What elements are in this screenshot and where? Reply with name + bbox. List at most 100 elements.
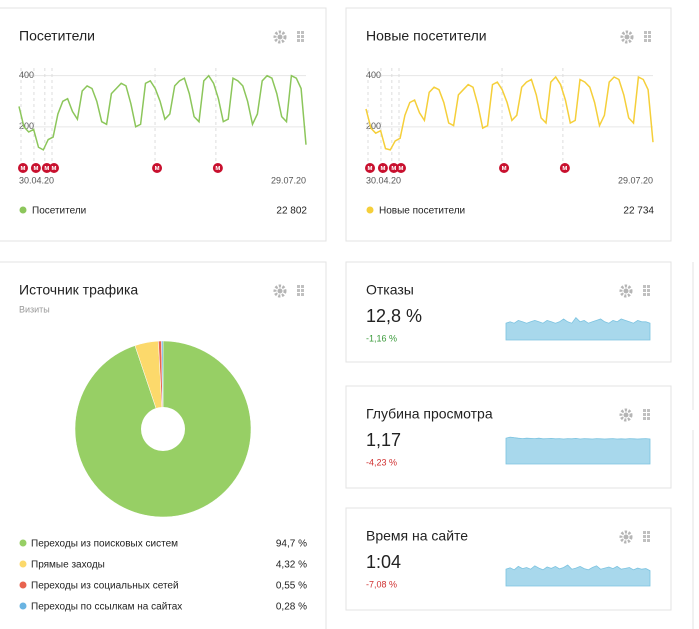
pie-hole bbox=[141, 407, 185, 451]
annotation-marker-label: м bbox=[20, 165, 25, 172]
settings-icon[interactable] bbox=[619, 408, 633, 422]
settings-icon-core bbox=[623, 412, 629, 418]
legend-value: 0,28 % bbox=[276, 602, 307, 613]
legend-label: Новые посетители bbox=[379, 206, 465, 217]
drag-handle[interactable] bbox=[297, 31, 300, 34]
drag-handle[interactable] bbox=[647, 413, 650, 416]
drag-handle[interactable] bbox=[301, 39, 304, 42]
annotation-marker[interactable] bbox=[377, 163, 388, 173]
drag-handle[interactable] bbox=[301, 289, 304, 292]
annotation-marker-label: м bbox=[501, 165, 506, 172]
widget-card bbox=[345, 261, 672, 363]
legend-value: 94,7 % bbox=[276, 539, 307, 550]
line-series bbox=[18, 74, 307, 151]
widget-title: Посетители bbox=[19, 28, 95, 44]
drag-handle[interactable] bbox=[643, 539, 646, 542]
y-tick-label: 400 bbox=[19, 70, 34, 80]
drag-handle[interactable] bbox=[647, 539, 650, 542]
drag-handle[interactable] bbox=[643, 413, 646, 416]
drag-handle[interactable] bbox=[301, 31, 304, 34]
sparkline-area bbox=[505, 436, 651, 465]
drag-handle[interactable] bbox=[647, 535, 650, 538]
legend-dot bbox=[19, 602, 27, 610]
metric-value: 1:04 bbox=[366, 552, 401, 572]
settings-icon-core bbox=[277, 34, 283, 40]
annotation-marker-label: м bbox=[44, 165, 49, 172]
annotation-marker-label: м bbox=[33, 165, 38, 172]
drag-handle[interactable] bbox=[643, 293, 646, 296]
annotation-marker[interactable] bbox=[49, 163, 60, 173]
drag-handle[interactable] bbox=[297, 35, 300, 38]
drag-handle[interactable] bbox=[647, 409, 650, 412]
y-tick-label: 400 bbox=[366, 70, 381, 80]
drag-handle[interactable] bbox=[647, 293, 650, 296]
x-tick-label: 29.07.20 bbox=[271, 175, 306, 185]
legend-value: 4,32 % bbox=[276, 560, 307, 571]
legend-dot bbox=[19, 539, 27, 547]
annotation-marker[interactable] bbox=[41, 163, 52, 173]
legend-dot bbox=[19, 581, 27, 589]
annotation-marker[interactable] bbox=[365, 163, 376, 173]
annotation-marker[interactable] bbox=[212, 163, 223, 173]
drag-handle[interactable] bbox=[301, 285, 304, 288]
annotation-marker[interactable] bbox=[396, 163, 407, 173]
annotation-marker[interactable] bbox=[388, 163, 399, 173]
legend-label: Переходы из социальных сетей bbox=[31, 581, 179, 592]
drag-handle[interactable] bbox=[643, 417, 646, 420]
annotation-marker-label: м bbox=[367, 165, 372, 172]
settings-icon[interactable] bbox=[619, 284, 633, 298]
metric-change: -4,23 % bbox=[366, 457, 397, 467]
settings-icon[interactable] bbox=[273, 30, 287, 44]
drag-handle[interactable] bbox=[647, 531, 650, 534]
annotation-marker[interactable] bbox=[499, 163, 510, 173]
drag-handle[interactable] bbox=[297, 285, 300, 288]
widget-subtitle: Визиты bbox=[19, 304, 50, 314]
annotation-marker-label: м bbox=[562, 165, 567, 172]
drag-handle[interactable] bbox=[648, 39, 651, 42]
drag-handle[interactable] bbox=[643, 531, 646, 534]
widget-card bbox=[345, 7, 672, 242]
sparkline-area bbox=[505, 564, 651, 587]
x-tick-label: 30.04.20 bbox=[366, 175, 401, 185]
drag-handle[interactable] bbox=[644, 39, 647, 42]
drag-handle[interactable] bbox=[644, 31, 647, 34]
settings-icon[interactable] bbox=[620, 30, 634, 44]
drag-handle[interactable] bbox=[648, 35, 651, 38]
annotation-marker[interactable] bbox=[30, 163, 41, 173]
annotation-marker-label: м bbox=[215, 165, 220, 172]
settings-icon-core bbox=[623, 288, 629, 294]
sparkline-area bbox=[505, 316, 651, 341]
drag-handle[interactable] bbox=[301, 35, 304, 38]
drag-handle[interactable] bbox=[647, 285, 650, 288]
annotation-marker[interactable] bbox=[559, 163, 570, 173]
annotation-marker-label: м bbox=[51, 165, 56, 172]
drag-handle[interactable] bbox=[643, 289, 646, 292]
annotation-marker-label: м bbox=[398, 165, 403, 172]
annotation-marker-label: м bbox=[380, 165, 385, 172]
metric-value: 12,8 % bbox=[366, 306, 422, 326]
pie-slice bbox=[161, 340, 164, 430]
drag-handle[interactable] bbox=[647, 417, 650, 420]
widget-card bbox=[0, 7, 327, 242]
drag-handle[interactable] bbox=[647, 289, 650, 292]
drag-handle[interactable] bbox=[297, 293, 300, 296]
drag-handle[interactable] bbox=[648, 31, 651, 34]
legend-label: Прямые заходы bbox=[31, 560, 105, 571]
annotation-marker[interactable] bbox=[18, 163, 29, 173]
drag-handle[interactable] bbox=[301, 293, 304, 296]
drag-handle[interactable] bbox=[643, 409, 646, 412]
widget-title: Время на сайте bbox=[366, 528, 468, 544]
drag-handle[interactable] bbox=[643, 535, 646, 538]
widget-title: Глубина просмотра bbox=[366, 406, 493, 422]
annotation-marker[interactable] bbox=[152, 163, 163, 173]
settings-icon[interactable] bbox=[273, 284, 287, 298]
drag-handle[interactable] bbox=[644, 35, 647, 38]
legend-label: Переходы из поисковых систем bbox=[31, 539, 178, 550]
drag-handle[interactable] bbox=[643, 285, 646, 288]
drag-handle[interactable] bbox=[297, 289, 300, 292]
settings-icon[interactable] bbox=[619, 530, 633, 544]
drag-handle[interactable] bbox=[297, 39, 300, 42]
legend-label: Переходы по ссылкам на сайтах bbox=[31, 602, 182, 613]
annotation-marker-label: м bbox=[154, 165, 159, 172]
y-tick-label: 200 bbox=[19, 121, 34, 131]
